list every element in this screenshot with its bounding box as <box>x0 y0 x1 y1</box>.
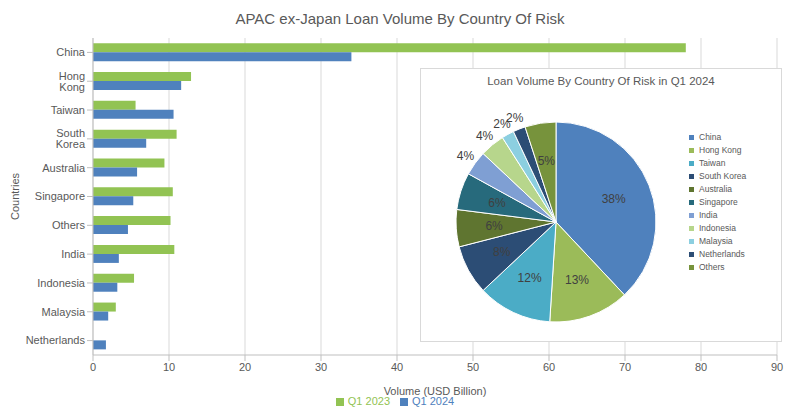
html-text:Others: Others <box>699 262 725 272</box>
svg-text:0: 0 <box>90 361 96 373</box>
html-text:Malaysia: Malaysia <box>699 236 733 246</box>
svg-text:2%: 2% <box>493 116 511 131</box>
html-text:Loan Volume By Country Of Risk: Loan Volume By Country Of Risk in Q1 202… <box>487 75 715 87</box>
svg-text:38%: 38% <box>602 192 626 206</box>
html-text:China: China <box>699 132 722 142</box>
svg-text:6%: 6% <box>485 219 503 233</box>
svg-text:30: 30 <box>315 361 327 373</box>
svg-text:Singapore: Singapore <box>35 190 85 202</box>
svg-text:40: 40 <box>391 361 403 373</box>
html-text:South Korea: South Korea <box>699 171 747 181</box>
html-text:Netherlands: Netherlands <box>699 249 745 259</box>
svg-text:China: China <box>56 46 86 58</box>
html-text:Australia: Australia <box>699 184 733 194</box>
svg-text:SouthKorea: SouthKorea <box>56 127 86 150</box>
svg-text:Volume (USD Billion): Volume (USD Billion) <box>384 385 487 397</box>
svg-text:6%: 6% <box>488 196 506 210</box>
svg-text:India: India <box>61 248 86 260</box>
html-text:Taiwan: Taiwan <box>699 158 726 168</box>
svg-text:20: 20 <box>239 361 251 373</box>
html-text:Q1 2023: Q1 2023 <box>347 395 390 407</box>
svg-text:8%: 8% <box>493 245 511 259</box>
html-text:APAC ex-Japan Loan Volume By C: APAC ex-Japan Loan Volume By Country Of … <box>235 10 565 27</box>
svg-text:Australia: Australia <box>42 162 86 174</box>
svg-text:5%: 5% <box>538 154 556 168</box>
svg-text:10: 10 <box>163 361 175 373</box>
svg-text:Indonesia: Indonesia <box>37 277 86 289</box>
svg-text:60: 60 <box>543 361 555 373</box>
svg-text:13%: 13% <box>565 273 589 287</box>
html-text:Q1 2024: Q1 2024 <box>412 395 455 407</box>
svg-text:70: 70 <box>619 361 631 373</box>
svg-text:Taiwan: Taiwan <box>51 104 85 116</box>
html-text:Indonesia: Indonesia <box>699 223 736 233</box>
svg-text:Countries: Countries <box>9 172 21 220</box>
svg-text:12%: 12% <box>518 271 542 285</box>
svg-text:Others: Others <box>52 219 86 231</box>
html-text:Singapore: Singapore <box>699 197 738 207</box>
svg-text:2%: 2% <box>506 111 524 125</box>
html-text:India: India <box>699 210 718 220</box>
svg-text:Netherlands: Netherlands <box>26 334 86 346</box>
html-text:Hong Kong: Hong Kong <box>699 145 742 155</box>
svg-text:Malaysia: Malaysia <box>42 306 86 318</box>
svg-text:4%: 4% <box>476 129 494 143</box>
svg-text:HongKong: HongKong <box>59 70 85 93</box>
svg-text:90: 90 <box>771 361 783 373</box>
svg-text:4%: 4% <box>457 149 475 163</box>
svg-text:80: 80 <box>695 361 707 373</box>
svg-text:50: 50 <box>467 361 479 373</box>
